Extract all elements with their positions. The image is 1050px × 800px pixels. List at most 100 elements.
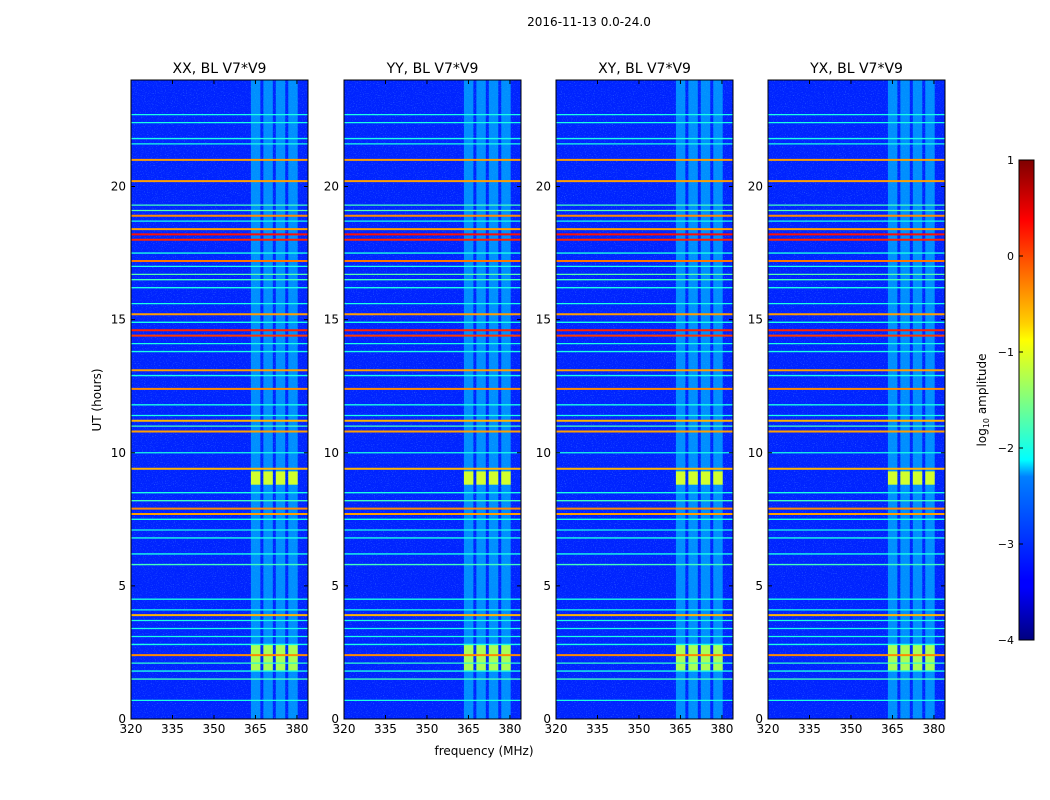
rfi-block — [900, 644, 910, 672]
y-tick-label: 0 — [118, 712, 126, 726]
rfi-block — [675, 644, 686, 672]
figure-suptitle: 2016-11-13 0.0-24.0 — [527, 15, 651, 29]
x-tick-label: 320 — [757, 722, 780, 736]
x-tick-label: 365 — [669, 722, 692, 736]
rfi-band-stripe — [700, 80, 711, 719]
rfi-block — [488, 644, 499, 672]
rfi-block — [275, 644, 286, 672]
rfi-block — [700, 471, 711, 485]
rfi-band-stripe — [713, 80, 723, 719]
y-tick-label: 10 — [748, 446, 763, 460]
rfi-block — [501, 471, 511, 485]
x-tick-label: 350 — [628, 722, 651, 736]
panel-frame — [343, 79, 522, 720]
x-tick-label: 380 — [922, 722, 945, 736]
rfi-block — [700, 644, 711, 672]
rfi-block — [263, 471, 273, 485]
panel-title: YY, BL V7*V9 — [386, 61, 479, 77]
colorbar-label: log10 amplitude — [975, 354, 991, 447]
panel-frame — [767, 79, 946, 720]
x-tick-label: 320 — [120, 722, 143, 736]
rfi-band-stripe — [688, 80, 698, 719]
y-tick-label: 10 — [324, 446, 339, 460]
colorbar: −4 −3 −2 −1 0 1 log10 amplitude — [975, 154, 1035, 647]
y-tick-label: 5 — [331, 579, 339, 593]
y-tick-label: 20 — [324, 180, 339, 194]
rfi-block — [887, 471, 898, 485]
panel-frame — [555, 79, 734, 720]
rfi-band-stripe — [263, 80, 273, 719]
rfi-block — [476, 471, 486, 485]
y-tick-label: 10 — [536, 446, 551, 460]
rfi-block — [288, 644, 298, 672]
x-tick-label: 335 — [374, 722, 397, 736]
rfi-block — [250, 471, 261, 485]
rfi-block — [501, 644, 511, 672]
x-tick-label: 320 — [545, 722, 568, 736]
panel-frame — [130, 79, 309, 720]
y-axis-label: UT (hours) — [90, 368, 104, 431]
panel-yy: YY, BL V7*V9 320 335 350 365 380 0 5 10 15 20 — [324, 61, 522, 736]
rfi-block — [912, 471, 923, 485]
rfi-band-stripe — [476, 80, 486, 719]
rfi-block — [288, 471, 298, 485]
colorbar-tick-label: 1 — [1007, 154, 1014, 167]
colorbar-tick-label: 0 — [1007, 250, 1014, 263]
rfi-block — [263, 644, 273, 672]
y-tick-label: 10 — [111, 446, 126, 460]
y-tick-label: 15 — [324, 313, 339, 327]
x-tick-label: 320 — [333, 722, 356, 736]
panels: XX, BL V7*V9 320 335 350 365 380 0 5 10 15 20 YY, B… — [111, 61, 946, 736]
y-tick-label: 5 — [755, 579, 763, 593]
rfi-block — [688, 644, 698, 672]
rfi-block — [925, 644, 935, 672]
x-tick-label: 335 — [798, 722, 821, 736]
panel-title: XX, BL V7*V9 — [173, 61, 267, 77]
rfi-block — [463, 471, 474, 485]
rfi-block — [275, 471, 286, 485]
x-tick-label: 350 — [840, 722, 863, 736]
y-tick-label: 20 — [748, 180, 763, 194]
rfi-block — [912, 644, 923, 672]
x-tick-label: 350 — [203, 722, 226, 736]
y-tick-label: 15 — [748, 313, 763, 327]
rfi-block — [713, 471, 723, 485]
x-tick-label: 350 — [416, 722, 439, 736]
panel-yx: YX, BL V7*V9 320 335 350 365 380 0 5 10 15 20 — [748, 61, 946, 736]
rfi-block — [900, 471, 910, 485]
y-tick-label: 20 — [111, 180, 126, 194]
y-tick-label: 5 — [543, 579, 551, 593]
x-tick-label: 365 — [457, 722, 480, 736]
rfi-block — [713, 644, 723, 672]
panel-title: XY, BL V7*V9 — [598, 61, 691, 77]
x-tick-label: 380 — [710, 722, 733, 736]
panel-xy: XY, BL V7*V9 320 335 350 365 380 0 5 10 15 20 — [536, 61, 734, 736]
rfi-band-stripe — [488, 80, 499, 719]
colorbar-tick-label: −2 — [998, 442, 1014, 455]
rfi-band-stripe — [275, 80, 286, 719]
y-tick-label: 15 — [536, 313, 551, 327]
rfi-block — [476, 644, 486, 672]
y-tick-label: 20 — [536, 180, 551, 194]
rfi-block — [250, 644, 261, 672]
panel-title: YX, BL V7*V9 — [809, 61, 903, 77]
colorbar-tick-label: −4 — [998, 634, 1014, 647]
rfi-band-stripe — [925, 80, 935, 719]
colorbar-tick-label: −1 — [998, 346, 1014, 359]
rfi-band-stripe — [501, 80, 511, 719]
rfi-band-stripe — [250, 80, 261, 719]
rfi-band-stripe — [887, 80, 898, 719]
x-tick-label: 365 — [244, 722, 267, 736]
panel-xx: XX, BL V7*V9 320 335 350 365 380 0 5 10 15 20 — [111, 61, 309, 736]
rfi-block — [925, 471, 935, 485]
colorbar-gradient — [1018, 159, 1035, 641]
y-tick-label: 5 — [118, 579, 126, 593]
rfi-band-stripe — [675, 80, 686, 719]
y-tick-label: 15 — [111, 313, 126, 327]
x-tick-label: 335 — [161, 722, 184, 736]
colorbar-tick-label: −3 — [998, 538, 1014, 551]
x-tick-label: 335 — [586, 722, 609, 736]
x-tick-label: 365 — [881, 722, 904, 736]
rfi-band-stripe — [900, 80, 910, 719]
